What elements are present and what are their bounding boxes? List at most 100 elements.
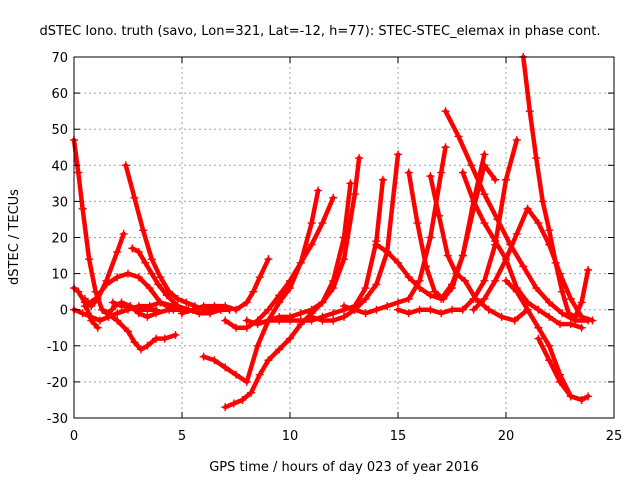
data-point <box>551 258 560 267</box>
series-line <box>443 108 591 323</box>
data-series <box>221 179 355 412</box>
y-tick-label: 50 <box>51 123 68 138</box>
data-point <box>126 302 135 311</box>
data-point <box>350 190 359 199</box>
data-point <box>448 305 456 314</box>
data-point <box>113 273 122 282</box>
data-point <box>534 323 543 332</box>
data-series <box>264 175 387 325</box>
data-point <box>199 352 208 361</box>
data-point <box>296 309 305 318</box>
data-point <box>232 323 240 332</box>
data-point <box>182 298 191 307</box>
data-point <box>307 305 316 314</box>
data-point <box>113 316 122 325</box>
data-point <box>571 312 580 321</box>
data-point <box>221 403 230 412</box>
data-point <box>134 247 143 256</box>
data-point <box>534 334 543 343</box>
data-point <box>584 392 593 401</box>
data-point <box>264 356 273 365</box>
data-point <box>286 316 294 325</box>
data-point <box>577 323 586 332</box>
data-point <box>136 345 145 354</box>
data-point <box>74 168 83 177</box>
series-line <box>222 181 353 410</box>
data-point <box>491 276 500 285</box>
data-point <box>480 150 489 159</box>
data-point <box>160 334 169 343</box>
data-point <box>355 154 364 163</box>
data-point <box>497 312 506 321</box>
data-series <box>178 255 273 318</box>
data-point <box>130 193 139 202</box>
data-point <box>242 316 251 325</box>
data-point <box>134 302 143 311</box>
data-point <box>253 341 262 350</box>
data-point <box>545 298 554 307</box>
series-line <box>179 256 271 316</box>
series-line <box>521 54 591 320</box>
data-point <box>221 316 230 325</box>
data-point <box>124 269 132 278</box>
data-point <box>525 107 534 116</box>
data-point <box>156 298 165 307</box>
data-point <box>255 370 264 379</box>
data-point <box>469 197 478 206</box>
data-series <box>340 143 450 318</box>
data-point <box>188 305 197 314</box>
data-point <box>296 258 305 267</box>
data-point <box>484 305 493 314</box>
y-tick-label: 10 <box>51 268 68 283</box>
data-point <box>519 262 528 271</box>
data-point <box>171 330 180 339</box>
data-point <box>346 179 355 188</box>
data-series <box>121 161 234 314</box>
data-point <box>307 240 316 249</box>
data-point <box>340 302 348 311</box>
data-point <box>139 226 148 235</box>
data-point <box>78 309 87 318</box>
data-point <box>210 356 219 365</box>
data-point <box>361 294 370 303</box>
data-point <box>452 269 461 278</box>
data-point <box>437 309 446 318</box>
data-point <box>318 298 327 307</box>
data-point <box>493 215 502 224</box>
data-point <box>221 302 230 311</box>
x-tick-label: 20 <box>498 429 515 444</box>
data-point <box>467 161 476 170</box>
data-point <box>134 309 143 318</box>
data-point <box>577 298 586 307</box>
data-point <box>480 219 489 228</box>
data-point <box>147 269 156 278</box>
data-point <box>229 399 238 408</box>
data-point <box>147 255 156 264</box>
data-point <box>404 294 413 303</box>
data-point <box>545 226 554 235</box>
data-series <box>469 204 597 325</box>
data-point <box>458 251 467 260</box>
data-point <box>152 334 161 343</box>
data-point <box>121 161 130 170</box>
y-tick-label: 40 <box>51 159 68 174</box>
data-point <box>143 312 152 321</box>
data-point <box>394 298 402 307</box>
data-point <box>534 219 543 228</box>
series-line <box>123 163 232 312</box>
data-point <box>95 316 104 325</box>
data-point <box>130 338 139 347</box>
data-point <box>318 316 327 325</box>
data-series <box>534 334 593 404</box>
data-point <box>394 150 402 159</box>
data-point <box>441 107 450 116</box>
data-point <box>80 302 89 311</box>
data-point <box>80 294 89 303</box>
data-point <box>415 276 424 285</box>
data-point <box>78 204 87 213</box>
data-series <box>426 172 532 325</box>
data-point <box>577 395 586 404</box>
data-point <box>264 255 273 264</box>
data-point <box>584 265 593 274</box>
